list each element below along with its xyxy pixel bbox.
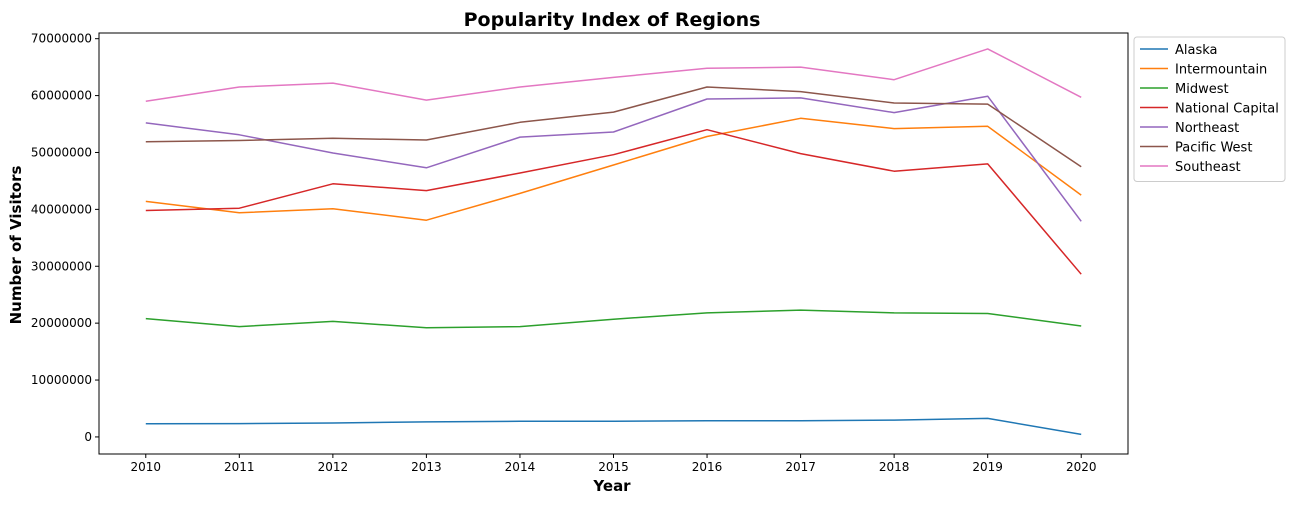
legend-label-intermountain: Intermountain — [1175, 63, 1267, 78]
x-tick-label: 2010 — [130, 460, 161, 474]
y-tick-label: 0 — [84, 430, 92, 444]
x-tick-label: 2012 — [318, 460, 349, 474]
plot-area: 0 10000000 20000000 30000000 40000000 5000000… — [31, 32, 1129, 474]
y-tick-label: 30000000 — [31, 259, 92, 273]
x-tick-label: 2017 — [785, 460, 816, 474]
x-tick-label: 2015 — [598, 460, 629, 474]
legend-label-northeast: Northeast — [1175, 121, 1239, 136]
y-tick-label: 20000000 — [31, 316, 92, 330]
x-tick-label: 2020 — [1066, 460, 1097, 474]
series-line-alaska — [145, 417, 1082, 436]
legend-label-southeast: Southeast — [1175, 160, 1241, 175]
x-axis-title: Year — [592, 477, 631, 495]
y-tick-label: 40000000 — [31, 202, 92, 216]
chart-title: Popularity Index of Regions — [464, 9, 761, 31]
x-tick-label: 2016 — [692, 460, 723, 474]
legend-label-pacific-west: Pacific West — [1175, 141, 1252, 156]
series-line-northeast — [145, 95, 1082, 222]
series-line-southeast — [145, 48, 1082, 103]
x-tick-label: 2013 — [411, 460, 442, 474]
y-tick-label: 50000000 — [31, 145, 92, 159]
y-tick-label: 10000000 — [31, 373, 92, 387]
legend-label-national-capital: National Capital — [1175, 102, 1279, 117]
legend-box — [1133, 36, 1286, 182]
series-line-national-capital — [145, 128, 1082, 275]
y-tick-label: 60000000 — [31, 89, 92, 103]
x-tick-label: 2014 — [505, 460, 536, 474]
x-tick-label: 2019 — [972, 460, 1003, 474]
series-line-pacific-west — [145, 86, 1082, 168]
y-tick-label: 70000000 — [31, 32, 92, 46]
series-line-midwest — [145, 309, 1082, 329]
legend-label-midwest: Midwest — [1175, 82, 1229, 97]
legend: Alaska Intermountain Midwest National Capit… — [1133, 36, 1286, 182]
y-axis-title: Number of Visitors — [7, 166, 25, 325]
x-tick-label: 2011 — [224, 460, 255, 474]
legend-label-alaska: Alaska — [1175, 43, 1218, 58]
series-line-intermountain — [145, 117, 1082, 221]
plot-frame — [98, 32, 1129, 455]
x-tick-label: 2018 — [879, 460, 910, 474]
